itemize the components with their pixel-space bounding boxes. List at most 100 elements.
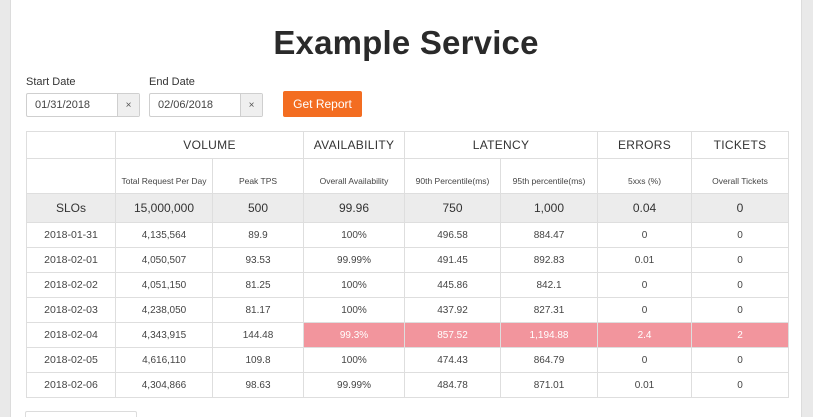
page-title: Example Service — [273, 24, 539, 61]
row-value: 0 — [597, 272, 693, 298]
row-value: 0 — [691, 297, 790, 323]
start-date-picker: × — [26, 93, 140, 117]
row-value: 0.01 — [597, 247, 693, 273]
slo-value: 750 — [404, 193, 502, 223]
report-panel: Example Service Start Date × End Date × … — [10, 0, 802, 417]
group-errors: ERRORS — [597, 131, 693, 159]
row-date: 2018-02-05 — [26, 347, 116, 373]
slo-value: 500 — [211, 193, 305, 223]
row-value: 4,135,564 — [115, 222, 213, 248]
end-date-picker: × — [149, 93, 263, 117]
table-row: 2018-01-31 4,135,564 89.9 100% 496.58 884.47 0… — [26, 222, 790, 248]
row-value: 100% — [303, 222, 406, 248]
row-value: 484.78 — [404, 372, 502, 398]
row-value: 99.3% — [303, 322, 406, 348]
row-value: 4,343,915 — [115, 322, 213, 348]
row-value: 445.86 — [404, 272, 502, 298]
row-date: 2018-01-31 — [26, 222, 116, 248]
row-value: 4,050,507 — [115, 247, 213, 273]
row-value: 2.4 — [597, 322, 693, 348]
row-value: 81.25 — [211, 272, 305, 298]
row-date: 2018-02-01 — [26, 247, 116, 273]
column-header: 90th Percentile(ms) — [404, 158, 502, 194]
row-value: 842.1 — [500, 272, 599, 298]
slo-value: 99.96 — [303, 193, 406, 223]
date-column-header — [26, 158, 116, 194]
group-availability: AVAILABILITY — [303, 131, 406, 159]
row-value: 144.48 — [211, 322, 305, 348]
start-date-label: Start Date — [26, 76, 76, 88]
row-value: 0 — [691, 247, 790, 273]
start-date-clear-button[interactable]: × — [117, 94, 139, 116]
row-value: 100% — [303, 272, 406, 298]
end-date-input[interactable] — [150, 94, 240, 116]
row-value: 2 — [691, 322, 790, 348]
group-header-row: VOLUME AVAILABILITY LATENCY ERRORS TICKE… — [26, 131, 790, 159]
slo-value: 0 — [691, 193, 790, 223]
table-row: 2018-02-06 4,304,866 98.63 99.99% 484.78 871.… — [26, 372, 790, 398]
row-value: 4,616,110 — [115, 347, 213, 373]
row-value: 81.17 — [211, 297, 305, 323]
column-header: Overall Tickets — [691, 158, 790, 194]
column-header: Peak TPS — [211, 158, 305, 194]
slo-value: 0.04 — [597, 193, 693, 223]
row-value: 99.99% — [303, 372, 406, 398]
bottom-control[interactable] — [25, 411, 137, 417]
row-value: 0 — [691, 347, 790, 373]
row-date: 2018-02-03 — [26, 297, 116, 323]
group-volume: VOLUME — [114, 131, 305, 159]
column-header: 95th percentile(ms) — [500, 158, 599, 194]
row-value: 100% — [303, 297, 406, 323]
table-row: 2018-02-01 4,050,507 93.53 99.99% 491.45 892.… — [26, 247, 790, 273]
row-value: 109.8 — [211, 347, 305, 373]
row-value: 0 — [597, 347, 693, 373]
row-value: 93.53 — [211, 247, 305, 273]
row-value: 474.43 — [404, 347, 502, 373]
row-value: 827.31 — [500, 297, 599, 323]
row-date: 2018-02-04 — [26, 322, 116, 348]
slo-value: 1,000 — [500, 193, 599, 223]
row-value: 0 — [597, 222, 693, 248]
table-row: 2018-02-02 4,051,150 81.25 100% 445.86 842.1 0… — [26, 272, 790, 298]
row-value: 0 — [691, 222, 790, 248]
row-value: 0 — [691, 372, 790, 398]
row-value: 496.58 — [404, 222, 502, 248]
row-value: 437.92 — [404, 297, 502, 323]
table-row: 2018-02-05 4,616,110 109.8 100% 474.43 864.79… — [26, 347, 790, 373]
end-date-clear-button[interactable]: × — [240, 94, 262, 116]
slo-report-table: VOLUME AVAILABILITY LATENCY ERRORS TICKE… — [26, 131, 790, 398]
row-value: 1,194.88 — [500, 322, 599, 348]
row-date: 2018-02-02 — [26, 272, 116, 298]
row-value: 884.47 — [500, 222, 599, 248]
group-latency: LATENCY — [404, 131, 599, 159]
row-value: 4,238,050 — [115, 297, 213, 323]
row-value: 0 — [597, 297, 693, 323]
row-value: 491.45 — [404, 247, 502, 273]
get-report-button[interactable]: Get Report — [283, 91, 362, 117]
column-header: Total Request Per Day — [115, 158, 213, 194]
report-body: SLOs 15,000,000 500 99.96 750 1,000 0.04… — [26, 193, 790, 398]
group-tickets: TICKETS — [691, 131, 790, 159]
slo-label: SLOs — [26, 193, 116, 223]
row-value: 0.01 — [597, 372, 693, 398]
start-date-input[interactable] — [27, 94, 117, 116]
row-date: 2018-02-06 — [26, 372, 116, 398]
column-header-row: Total Request Per Day Peak TPS Overall A… — [26, 158, 790, 194]
row-value: 871.01 — [500, 372, 599, 398]
column-header: Overall Availability — [303, 158, 406, 194]
table-row: 2018-02-04 4,343,915 144.48 99.3% 857.52 1,19… — [26, 322, 790, 348]
row-value: 89.9 — [211, 222, 305, 248]
row-value: 892.83 — [500, 247, 599, 273]
corner-cell — [26, 131, 116, 159]
row-value: 98.63 — [211, 372, 305, 398]
row-value: 857.52 — [404, 322, 502, 348]
row-value: 99.99% — [303, 247, 406, 273]
row-value: 4,051,150 — [115, 272, 213, 298]
row-value: 864.79 — [500, 347, 599, 373]
row-value: 4,304,866 — [115, 372, 213, 398]
slo-value: 15,000,000 — [115, 193, 213, 223]
row-value: 100% — [303, 347, 406, 373]
row-value: 0 — [691, 272, 790, 298]
slo-row: SLOs 15,000,000 500 99.96 750 1,000 0.04… — [26, 193, 790, 223]
end-date-label: End Date — [149, 76, 195, 88]
